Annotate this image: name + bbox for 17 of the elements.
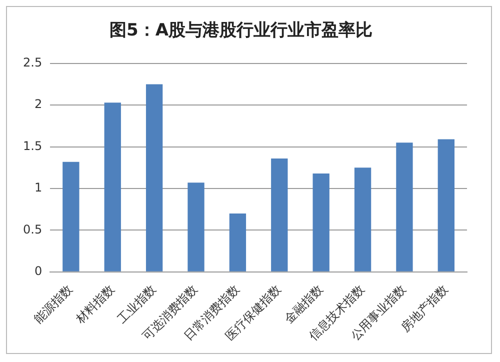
y-tick-label: 0 [34,264,42,278]
bar [438,139,454,272]
bar [354,168,372,272]
bar [104,102,121,272]
bar [396,142,413,272]
y-tick-label: 2 [34,97,42,112]
y-tick-label: 2.5 [22,56,42,70]
chart-title: 图5：A股与港股行业行业市盈率比 [110,20,372,41]
bar [188,182,204,272]
bar [62,162,80,272]
y-tick-label: 0.5 [22,222,42,236]
bar [229,214,246,272]
y-tick-label: 1 [34,180,42,195]
bar [312,173,330,272]
bar [146,84,163,272]
bar [271,158,288,272]
y-tick-label: 1.5 [22,138,42,153]
